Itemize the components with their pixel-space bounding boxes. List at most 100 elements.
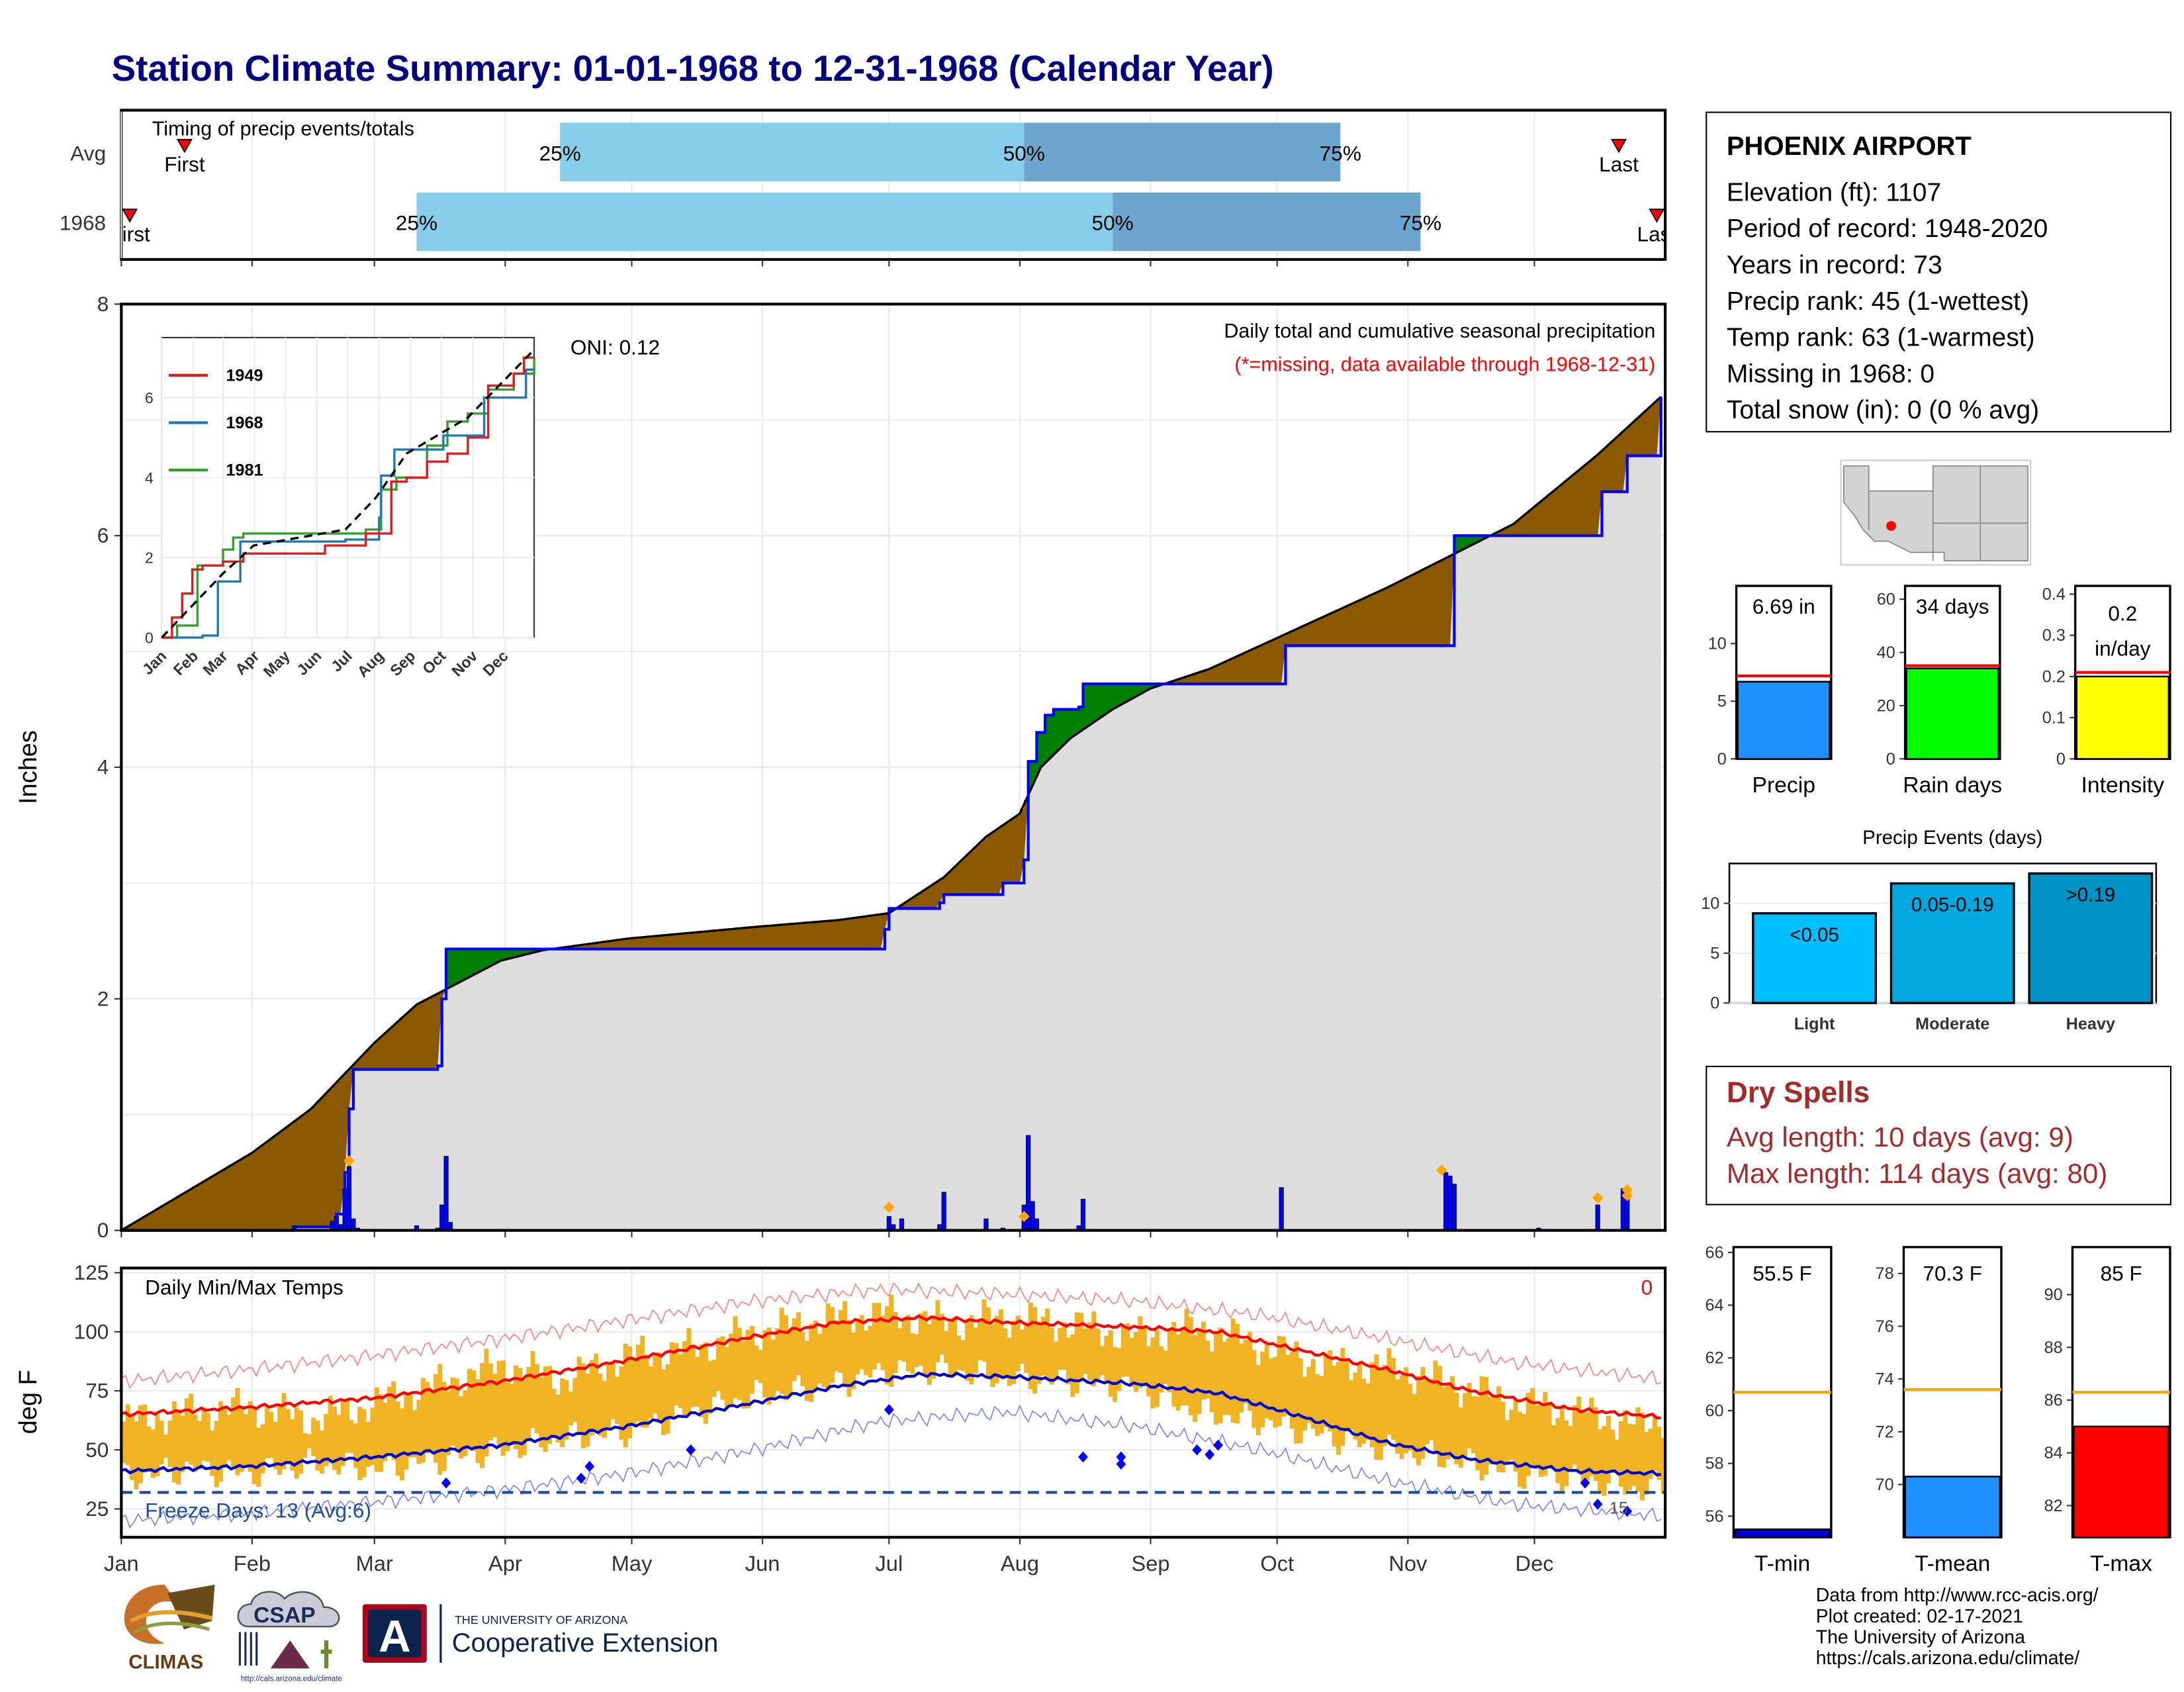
- precip-diff-below-avg: [990, 832, 995, 894]
- temps-daily-bar: [821, 1325, 826, 1387]
- temps-daily-bar: [919, 1313, 923, 1365]
- precip-diff-below-avg: [1231, 658, 1236, 684]
- temp-summary-value-label: 55.5 F: [1752, 1262, 1812, 1286]
- temps-daily-bar: [707, 1360, 712, 1414]
- precip-diff-above-avg: [1121, 684, 1126, 704]
- precip-diff-above-avg: [501, 949, 506, 961]
- temp-summary-tick-label: 58: [1706, 1454, 1724, 1473]
- events-tick-label: 5: [1710, 944, 1719, 963]
- temps-daily-bar: [1058, 1328, 1062, 1370]
- precip-diff-below-avg: [155, 1209, 159, 1231]
- temps-daily-bar: [885, 1306, 889, 1384]
- precip-diff-below-avg: [189, 1189, 193, 1230]
- summary-bar-intensity: [2077, 677, 2169, 759]
- precip-diff-below-avg: [754, 927, 758, 949]
- precip-diff-below-avg: [295, 1120, 299, 1227]
- precip-diff-below-avg: [1437, 561, 1442, 646]
- precip-diff-below-avg: [1606, 445, 1611, 492]
- timing-pct-label: 50%: [1003, 141, 1045, 165]
- temps-ylabel: deg F: [15, 1370, 42, 1434]
- precip-diff-below-avg: [1446, 557, 1451, 645]
- temps-daily-bar: [1425, 1381, 1430, 1444]
- temps-daily-bar: [240, 1406, 244, 1472]
- precip-diff-below-avg: [1602, 449, 1607, 492]
- precip-diff-above-avg: [1109, 684, 1113, 711]
- temps-daily-bar: [855, 1319, 860, 1374]
- summary-tick-label: 0.1: [2042, 709, 2066, 728]
- temp-summary-tick-label: 90: [2044, 1286, 2063, 1304]
- timing-last-label: Last: [1637, 222, 1677, 246]
- temps-daily-bar: [1239, 1343, 1244, 1412]
- temps-daily-bar: [408, 1395, 413, 1457]
- precip-diff-below-avg: [1374, 592, 1379, 645]
- precip-diff-below-avg: [657, 936, 662, 949]
- precip-diff-below-avg: [1569, 477, 1573, 536]
- precip-diff-below-avg: [159, 1207, 164, 1231]
- temp-summary-tick-label: 66: [1706, 1243, 1724, 1262]
- precip-diff-below-avg: [1627, 426, 1632, 455]
- temps-daily-bar: [640, 1336, 645, 1428]
- precip-diff-below-avg: [645, 937, 649, 949]
- precip-diff-below-avg: [1539, 502, 1543, 536]
- temps-daily-bar: [678, 1354, 683, 1408]
- station-name: PHOENIX AIRPORT: [1727, 130, 2151, 166]
- temps-daily-bar: [1492, 1396, 1497, 1464]
- temps-daily-bar: [1256, 1365, 1261, 1435]
- temps-daily-bar: [1260, 1352, 1265, 1427]
- precip-diff-below-avg: [780, 925, 784, 949]
- temp-summary-category-label: T-max: [2090, 1551, 2152, 1576]
- precip-diff-below-avg: [1011, 818, 1016, 883]
- temps-daily-bar: [952, 1317, 957, 1376]
- temps-month-label: Nov: [1388, 1551, 1428, 1575]
- temps-daily-bar: [383, 1403, 388, 1462]
- temps-daily-bar: [1602, 1426, 1607, 1496]
- temps-daily-bar: [1306, 1367, 1311, 1423]
- precip-diff-below-avg: [1294, 630, 1298, 646]
- precip-diff-below-avg: [1387, 587, 1391, 645]
- temps-daily-bar: [1218, 1328, 1223, 1423]
- temps-daily-bar: [720, 1337, 725, 1400]
- precip-diff-below-avg: [370, 1045, 375, 1070]
- temps-daily-bar: [1319, 1376, 1324, 1434]
- precip-diff-below-avg: [282, 1129, 287, 1231]
- precip-daily-bar: [1452, 1184, 1456, 1231]
- precip-diff-below-avg: [1328, 614, 1332, 645]
- ua-coop-ext-logo: A THE UNIVERSITY OF ARIZONA Cooperative …: [360, 1599, 751, 1668]
- temps-daily-bar: [163, 1434, 168, 1458]
- temp-summary-tick-label: 82: [2044, 1497, 2063, 1515]
- temps-daily-bar: [1096, 1329, 1101, 1382]
- credit-line: The University of Arizona: [1816, 1626, 2099, 1648]
- temps-daily-bar: [1100, 1346, 1105, 1375]
- temps-daily-bar: [611, 1363, 615, 1419]
- temps-daily-bar: [396, 1401, 400, 1476]
- temps-daily-bar: [1569, 1426, 1573, 1470]
- temps-daily-bar: [901, 1318, 906, 1362]
- temps-daily-bar: [430, 1390, 434, 1451]
- temps-daily-bar: [758, 1350, 763, 1383]
- temps-daily-bar: [961, 1340, 966, 1371]
- events-bar-label: 0.05-0.19: [1911, 894, 1994, 916]
- temps-daily-bar: [1416, 1376, 1421, 1466]
- precip-diff-below-avg: [336, 1080, 341, 1214]
- precip-diff-below-avg: [876, 915, 881, 949]
- precip-diff-below-avg: [847, 919, 852, 949]
- events-category-label: Heavy: [2066, 1015, 2115, 1033]
- precip-daily-bar: [444, 1156, 448, 1231]
- temps-daily-bar: [510, 1384, 514, 1445]
- temps-daily-bar: [636, 1344, 641, 1421]
- temps-month-label: Dec: [1515, 1551, 1553, 1575]
- temp-summary-tick-label: 74: [1876, 1370, 1894, 1389]
- temps-daily-bar: [1336, 1362, 1341, 1455]
- summary-tick-label: 0: [1886, 750, 1895, 769]
- precip-diff-below-avg: [311, 1107, 316, 1227]
- precip-diff-below-avg: [707, 931, 712, 949]
- temps-daily-bar: [1594, 1407, 1598, 1481]
- temps-daily-bar: [881, 1315, 886, 1370]
- temps-daily-bar: [1151, 1337, 1156, 1409]
- precip-diff-below-avg: [244, 1156, 248, 1231]
- temps-daily-bar: [729, 1334, 733, 1406]
- precip-diff-below-avg: [729, 929, 733, 949]
- temps-daily-bar: [1555, 1418, 1560, 1483]
- temps-daily-bar: [197, 1421, 202, 1469]
- precip-diff-below-avg: [923, 890, 927, 908]
